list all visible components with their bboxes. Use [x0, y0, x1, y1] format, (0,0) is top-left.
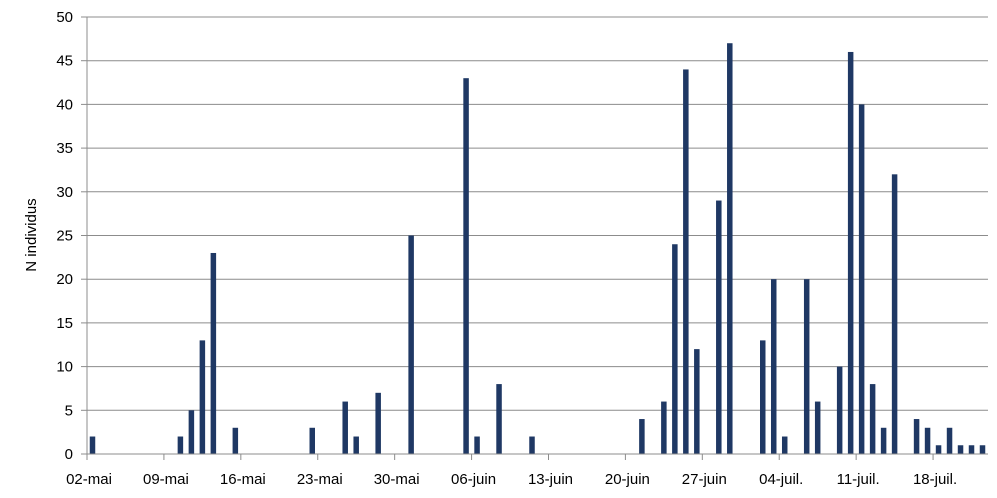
bar — [375, 392, 381, 454]
x-tick-label: 06-juin — [451, 471, 496, 488]
x-tick-label: 23-mai — [297, 471, 343, 488]
bar — [770, 279, 777, 454]
bar — [661, 401, 667, 454]
y-tick-labels: 0 5 10 15 20 25 30 35 40 45 50 — [56, 9, 73, 463]
bar — [232, 427, 239, 454]
axes — [86, 17, 988, 460]
y-tick-label: 25 — [56, 228, 73, 245]
x-tick-label: 09-mai — [143, 471, 189, 488]
x-tick-label: 20-juin — [605, 471, 650, 488]
x-tick-label: 04-juil. — [759, 471, 803, 488]
y-tick-label: 30 — [56, 184, 73, 201]
x-tick-label: 02-mai — [66, 471, 112, 488]
y-axis-title: N individus — [23, 198, 40, 271]
x-tick-label: 18-juil. — [913, 471, 957, 488]
bar — [880, 427, 887, 454]
bar — [979, 445, 986, 454]
bar — [891, 174, 898, 454]
bar — [496, 384, 502, 454]
gridlines — [81, 16, 988, 455]
bar — [529, 436, 535, 454]
x-tick-label: 13-juin — [528, 471, 573, 488]
bar — [639, 419, 645, 454]
x-tick-label: 27-juin — [682, 471, 727, 488]
bar — [309, 427, 315, 454]
bar — [858, 104, 865, 455]
bar — [935, 445, 942, 454]
bar — [836, 366, 843, 454]
y-tick-label: 5 — [65, 402, 73, 419]
bar — [89, 436, 96, 454]
y-tick-label: 0 — [65, 446, 73, 463]
x-tick-label: 11-juil. — [837, 471, 880, 488]
bar — [814, 401, 821, 454]
bar — [672, 244, 678, 454]
bar — [188, 410, 195, 454]
bar — [694, 349, 700, 454]
bar — [946, 427, 953, 454]
bar — [803, 279, 810, 454]
bar — [177, 436, 184, 454]
bar — [869, 384, 876, 454]
y-tick-label: 10 — [56, 359, 73, 376]
y-tick-label: 15 — [56, 315, 73, 332]
bar — [342, 401, 348, 454]
y-tick-label: 40 — [56, 96, 73, 113]
y-tick-label: 35 — [56, 140, 73, 157]
y-tick-label: 20 — [56, 271, 73, 288]
bar — [199, 340, 206, 454]
bar — [716, 200, 722, 454]
bars — [89, 43, 986, 455]
x-tick-label: 30-mai — [374, 471, 420, 488]
x-tick-labels: 02-mai 09-mai 16-mai 23-mai 30-mai 06-juin 13-… — [66, 471, 957, 488]
bar — [924, 427, 931, 454]
bar — [353, 436, 359, 454]
bar — [474, 436, 480, 454]
bar — [210, 252, 217, 454]
bar — [968, 445, 975, 454]
y-tick-label: 50 — [56, 9, 73, 26]
bar — [408, 235, 414, 454]
bar — [463, 78, 469, 455]
y-tick-label: 45 — [56, 53, 73, 70]
bar — [781, 436, 788, 454]
bar — [847, 51, 854, 455]
bar — [760, 340, 766, 454]
bar — [683, 69, 689, 454]
x-tick-label: 16-mai — [220, 471, 266, 488]
bar — [913, 419, 920, 454]
bar — [727, 43, 733, 454]
bar — [957, 445, 964, 454]
